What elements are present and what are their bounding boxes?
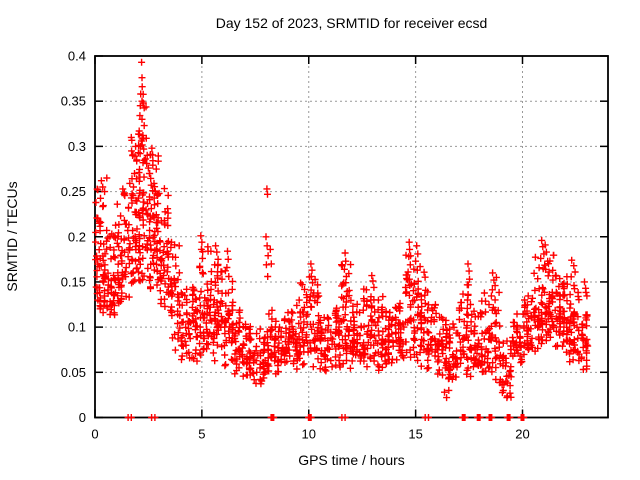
x-tick-label: 5	[198, 427, 205, 442]
y-tick-label: 0.35	[61, 94, 86, 109]
x-axis-label: GPS time / hours	[298, 452, 405, 468]
y-tick-label: 0.4	[68, 49, 86, 64]
y-tick-label: 0.3	[68, 139, 86, 154]
plot-border	[94, 55, 609, 419]
y-tick-label: 0.1	[68, 320, 86, 335]
y-tick-label: 0.25	[61, 184, 86, 199]
x-tick-label: 10	[302, 427, 316, 442]
y-axis-label: SRMTID / TECUs	[4, 181, 20, 291]
y-tick-label: 0.05	[61, 365, 86, 380]
x-tick-label: 15	[408, 427, 422, 442]
y-tick-label: 0	[79, 410, 86, 425]
scatter-points	[92, 58, 592, 421]
y-tick-label: 0.15	[61, 274, 86, 289]
tick-labels: 0 5 10 15 20 0 0.05 0.1 0.15 0.2 0.25 0.3 0.35 0.4	[61, 49, 530, 442]
x-tick-label: 20	[515, 427, 529, 442]
chart-title: Day 152 of 2023, SRMTID for receiver ecs…	[216, 15, 488, 31]
x-tick-label: 0	[91, 427, 98, 442]
axis-ticks	[94, 55, 608, 419]
y-tick-label: 0.2	[68, 229, 86, 244]
